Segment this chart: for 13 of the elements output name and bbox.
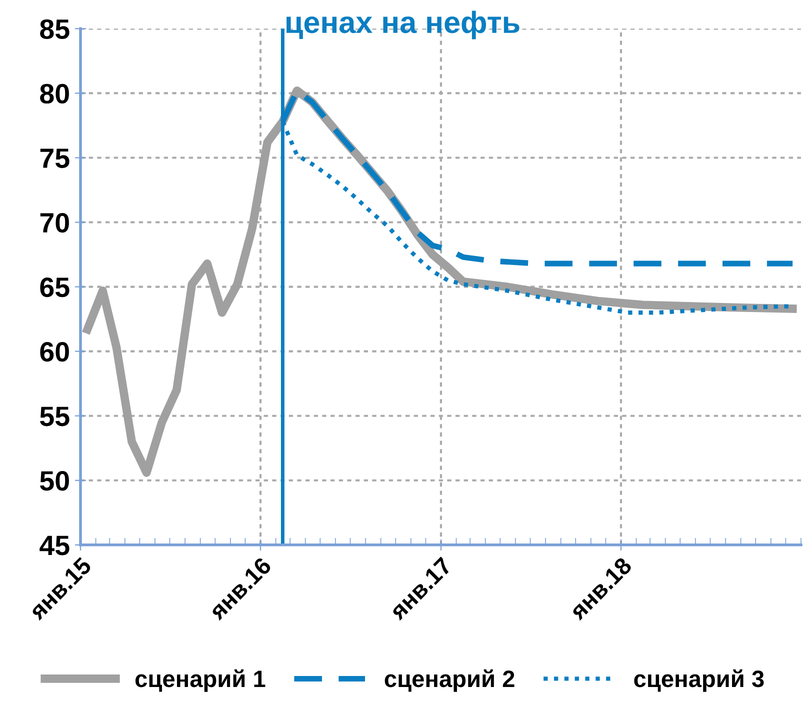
y-tick-label: 65 <box>40 277 70 298</box>
y-tick-label: 50 <box>40 471 69 491</box>
y-tick-label: 60 <box>40 342 69 362</box>
chart-title: ценах на нефть <box>286 10 520 40</box>
legend-label: сценарий 3 <box>634 669 764 692</box>
legend-label: сценарий 2 <box>384 669 514 692</box>
y-tick-label: 70 <box>40 212 69 233</box>
y-tick-label: 75 <box>40 148 70 168</box>
y-tick-label: 55 <box>40 406 70 426</box>
y-tick-label: 80 <box>40 84 69 104</box>
y-tick-label: 45 <box>40 536 70 556</box>
legend-label: сценарий 1 <box>135 669 266 692</box>
y-tick-label: 85 <box>40 19 70 40</box>
